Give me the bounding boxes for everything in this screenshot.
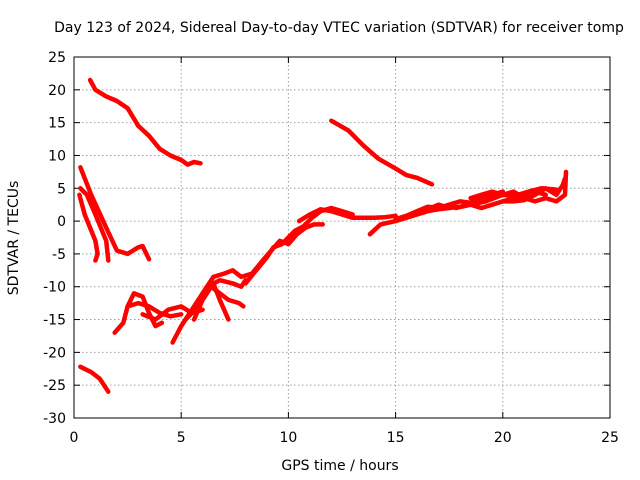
series-line-arc16 <box>296 207 398 224</box>
x-tick-label: 0 <box>70 430 79 446</box>
x-tick-label: 20 <box>494 430 512 446</box>
y-tick-label: 20 <box>48 83 66 99</box>
data-series-group <box>77 77 569 394</box>
chart-grid <box>74 57 610 418</box>
x-tick-label: 10 <box>279 430 297 446</box>
y-axis-label: SDTVAR / TECUs <box>6 181 22 296</box>
y-tick-label: 25 <box>48 50 66 66</box>
series-line-arc7 <box>112 291 165 335</box>
y-tick-label: 15 <box>48 116 66 132</box>
series-line-arc4 <box>78 186 111 263</box>
series-line-arc17 <box>367 205 452 237</box>
y-tick-label: 0 <box>57 214 66 230</box>
y-tick-label: -5 <box>52 247 66 263</box>
series-line-arc22 <box>453 186 559 211</box>
series-line-arc21 <box>500 176 568 204</box>
y-tick-label: -25 <box>43 378 66 394</box>
y-tick-label: -15 <box>43 313 66 329</box>
series-line-arc13 <box>200 284 246 309</box>
axis-ticks: 0 5 10 15 20 25 -30 -25 -20 -15 -10 -5 0 5 10 15 20 25 <box>43 50 619 446</box>
x-tick-label: 25 <box>601 430 619 446</box>
x-tick-label: 15 <box>387 430 405 446</box>
series-line-arc18 <box>393 189 506 222</box>
y-tick-label: -30 <box>43 411 66 427</box>
series-line-arc1 <box>87 77 203 167</box>
y-tick-label: -20 <box>43 345 66 361</box>
series-line-arc8 <box>125 300 184 319</box>
plot-frame <box>73 56 611 419</box>
series-line-arc2 <box>329 118 435 187</box>
x-tick-label: 5 <box>177 430 186 446</box>
series-line-arc5 <box>77 192 100 263</box>
x-axis-label: GPS time / hours <box>281 458 398 474</box>
series-line-arc3 <box>78 165 152 262</box>
chart-title: Day 123 of 2024, Sidereal Day-to-day VTE… <box>54 20 624 36</box>
y-tick-label: 5 <box>57 181 66 197</box>
y-tick-label: 10 <box>48 148 66 164</box>
series-line-arc6 <box>78 364 111 394</box>
series-line-arc15 <box>249 222 325 276</box>
y-tick-label: -10 <box>43 280 66 296</box>
